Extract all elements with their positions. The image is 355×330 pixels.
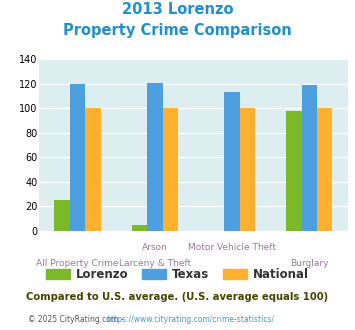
Bar [302,85,317,231]
Bar [147,83,163,231]
Bar [55,200,70,231]
Text: Burglary: Burglary [290,259,328,268]
Legend: Lorenzo, Texas, National: Lorenzo, Texas, National [42,263,313,286]
Text: Motor Vehicle Theft: Motor Vehicle Theft [188,243,276,251]
Text: Larceny & Theft: Larceny & Theft [119,259,191,268]
Text: Compared to U.S. average. (U.S. average equals 100): Compared to U.S. average. (U.S. average … [26,292,329,302]
Bar [240,109,255,231]
Bar [86,109,101,231]
Text: Property Crime Comparison: Property Crime Comparison [63,23,292,38]
Text: https://www.cityrating.com/crime-statistics/: https://www.cityrating.com/crime-statist… [106,315,275,324]
Bar [163,109,178,231]
Text: Arson: Arson [142,243,168,251]
Bar [132,225,147,231]
Text: 2013 Lorenzo: 2013 Lorenzo [122,2,233,16]
Bar [286,111,302,231]
Bar [224,92,240,231]
Bar [317,109,332,231]
Text: All Property Crime: All Property Crime [37,259,119,268]
Text: © 2025 CityRating.com -: © 2025 CityRating.com - [28,315,126,324]
Bar [70,84,86,231]
